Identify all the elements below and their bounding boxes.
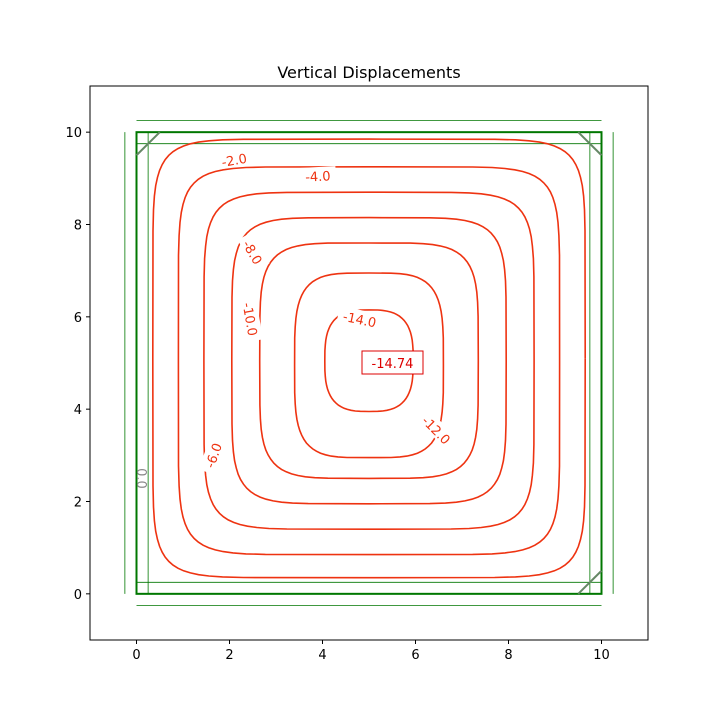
zero-contour-label: 0.0 — [133, 468, 148, 489]
contour-line — [258, 242, 480, 480]
x-tick-label: 0 — [132, 648, 140, 663]
contour-line — [203, 191, 535, 531]
corner-support — [135, 131, 161, 156]
contour-line — [230, 216, 508, 505]
zero-label-group: 0.0 — [133, 468, 148, 489]
contour-label-bg — [336, 305, 384, 331]
max-annotation-box — [361, 350, 424, 375]
contour-label: -6.0 — [203, 441, 226, 470]
contour-label: -10.0 — [239, 302, 260, 338]
contour-label-bg — [239, 295, 264, 343]
x-tick-label: 4 — [318, 648, 326, 663]
plot-frame — [89, 85, 649, 641]
y-tick-label: 6 — [74, 311, 82, 326]
x-tick-label: 2 — [225, 648, 233, 663]
contour-label: -4.0 — [305, 169, 331, 185]
y-tick-label: 10 — [65, 126, 82, 141]
y-tick-label: 0 — [74, 588, 82, 603]
plate-edge — [135, 131, 603, 595]
x-tick-label: 6 — [411, 648, 419, 663]
contour-line — [152, 138, 587, 579]
contour-line — [323, 309, 414, 413]
y-tick-label: 8 — [74, 219, 82, 234]
contour-label-group: -6.0 — [198, 435, 226, 475]
y-tick-label: 4 — [74, 403, 82, 418]
chart-title: Vertical Displacements — [277, 63, 460, 82]
contour-label-group: -4.0 — [299, 166, 337, 186]
contour-label-group: -10.0 — [239, 295, 264, 343]
contour-line — [177, 166, 561, 556]
corner-support — [577, 131, 603, 156]
x-tick-label: 8 — [504, 648, 512, 663]
max-annotation: -14.74 — [361, 350, 424, 375]
max-annotation-text: -14.74 — [372, 357, 414, 372]
plate-structure — [124, 120, 614, 606]
contour-label-bg — [237, 232, 270, 272]
contour-lines — [152, 138, 587, 579]
x-tick-label: 10 — [593, 648, 610, 663]
y-tick-label: 2 — [74, 496, 82, 511]
contour-label-group: -2.0 — [214, 147, 254, 171]
contour-label-group: -12.0 — [415, 408, 459, 451]
contour-label-bg — [214, 147, 254, 170]
contour-label-group: -14.0 — [336, 305, 384, 332]
contour-label-bg — [415, 408, 459, 451]
contour-label-bg — [299, 166, 337, 184]
axes: 0 2 4 6 8 10 0 2 4 6 8 10 — [65, 126, 609, 663]
contour-label: -14.0 — [341, 310, 377, 332]
contour-label: -2.0 — [221, 152, 249, 171]
corner-support — [577, 570, 603, 595]
contour-label-bg — [198, 435, 226, 475]
contour-line — [293, 272, 445, 459]
contour-label-group: -8.0 — [237, 232, 270, 272]
